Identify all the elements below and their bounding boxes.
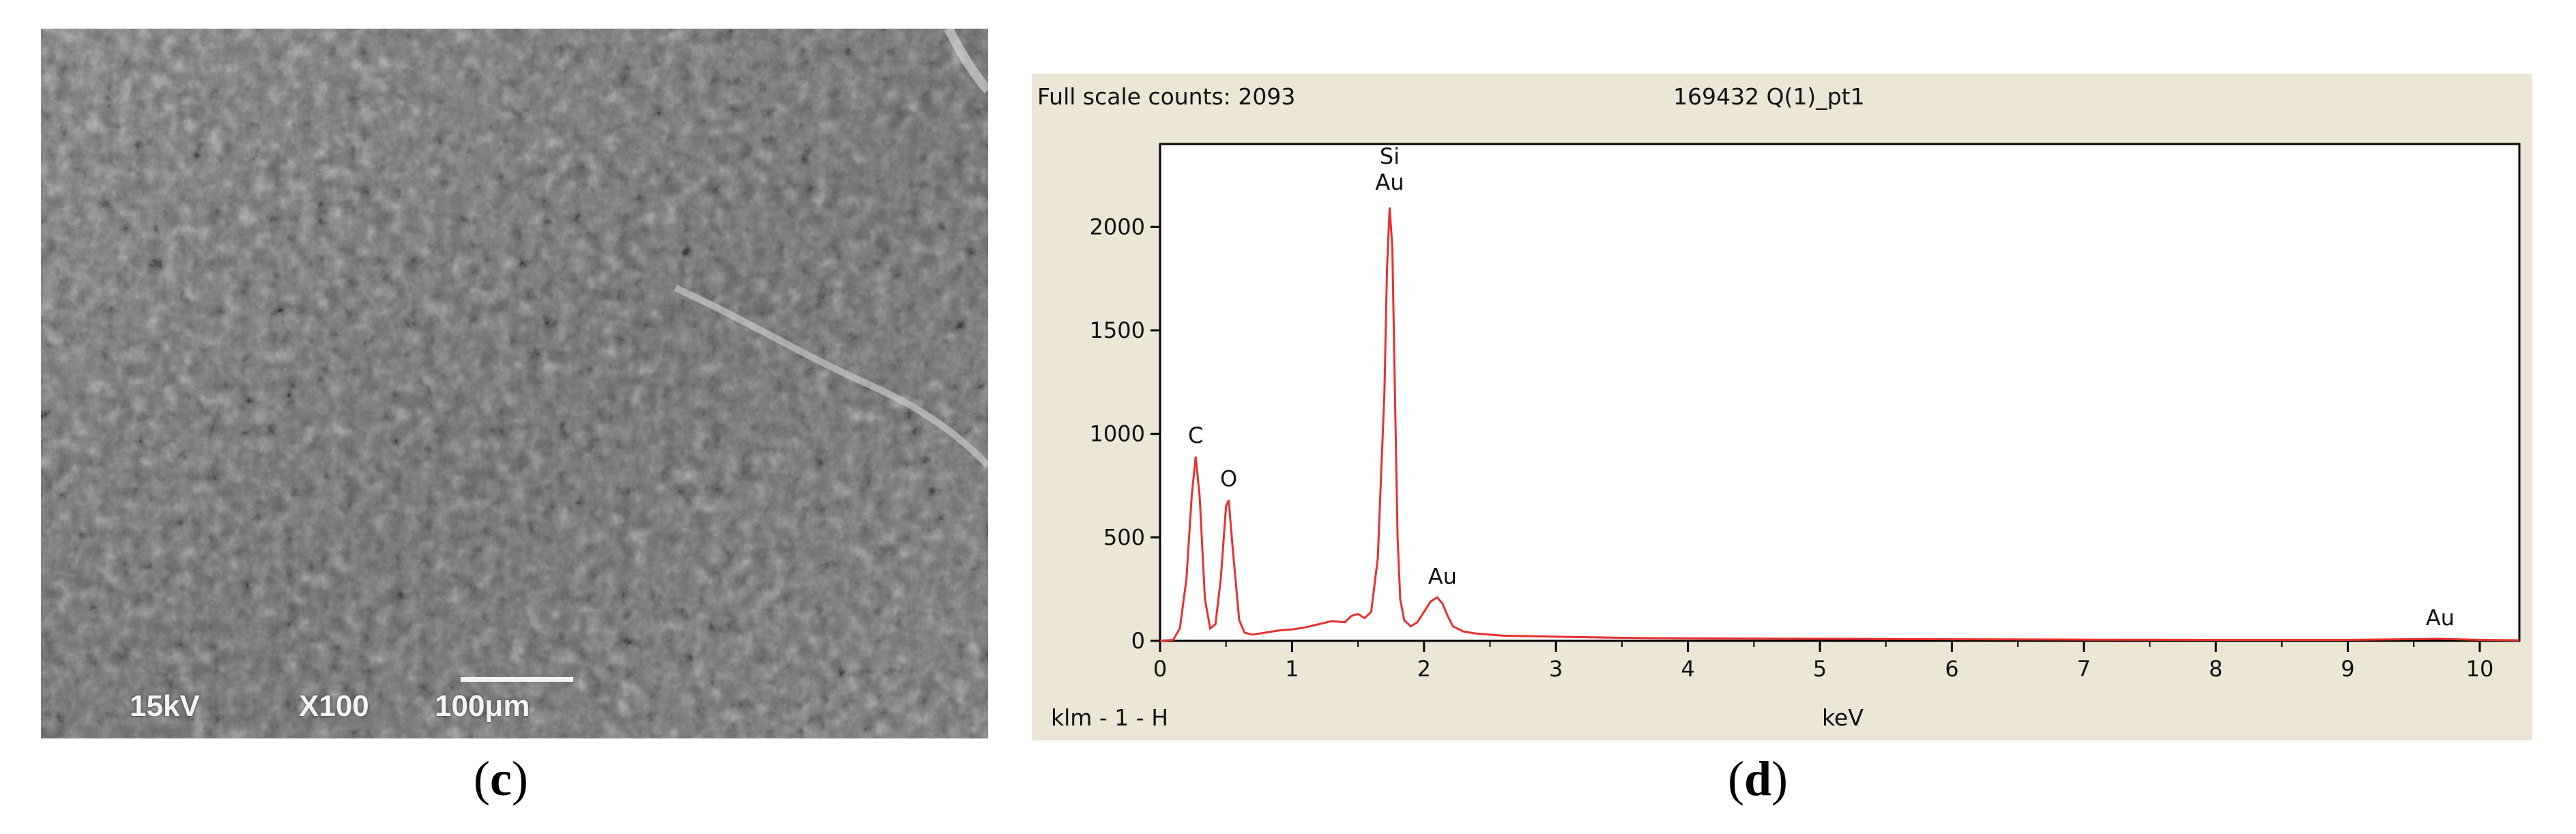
caption-close-paren: ): [1771, 751, 1789, 806]
plot-area: [1159, 143, 2521, 642]
caption-letter: c: [489, 751, 512, 806]
x-axis-label: keV: [1822, 704, 1864, 731]
peak-label: O: [1220, 466, 1237, 492]
x-tick-label: 3: [1549, 656, 1563, 682]
spectrum-line: [1159, 207, 2520, 642]
spectrum-mode-label: klm - 1 - H: [1051, 704, 1169, 731]
eds-spectrum-panel: Full scale counts: 2093 169432 Q(1)_pt1 …: [1032, 74, 2532, 740]
sample-id: 169432 Q(1)_pt1: [1673, 83, 1865, 110]
x-tick-label: 4: [1681, 656, 1694, 682]
peak-label: Au: [2426, 605, 2455, 631]
x-tick-label: 1: [1285, 656, 1299, 682]
x-tick-label: 5: [1813, 656, 1827, 682]
accelerating-voltage-label: 15kV: [130, 689, 200, 723]
panel-caption-c: (c): [474, 751, 528, 807]
sem-surface-texture: [41, 29, 988, 738]
x-tick-label: 7: [2077, 656, 2091, 682]
peak-label: Au: [1375, 169, 1404, 195]
y-tick-label: 1500: [1090, 317, 1145, 343]
y-tick-label: 1000: [1090, 421, 1145, 447]
caption-open-paren: (: [474, 751, 490, 806]
x-tick-label: 8: [2209, 656, 2223, 682]
scale-bar: [461, 677, 573, 682]
sem-micrograph: 15kV X100 100μm: [41, 29, 988, 738]
peak-label: Au: [1428, 563, 1457, 589]
full-scale-counts: Full scale counts: 2093: [1037, 83, 1296, 110]
panel-caption-d: (d): [1728, 751, 1788, 807]
x-tick-label: 9: [2341, 656, 2354, 682]
y-tick-label: 500: [1103, 524, 1145, 550]
caption-letter: d: [1743, 751, 1772, 806]
x-tick-label: 10: [2466, 656, 2494, 682]
x-tick-label: 2: [1417, 656, 1431, 682]
x-tick-label: 0: [1153, 656, 1167, 682]
peak-label: C: [1188, 422, 1203, 448]
x-tick-label: 6: [1945, 656, 1958, 682]
caption-close-paren: ): [511, 751, 528, 806]
y-tick-label: 0: [1131, 628, 1145, 654]
peak-label: Si: [1380, 143, 1400, 169]
y-tick-label: 2000: [1090, 214, 1145, 240]
caption-open-paren: (: [1728, 751, 1744, 806]
scale-bar-label: 100μm: [435, 689, 530, 723]
magnification-label: X100: [299, 689, 369, 723]
